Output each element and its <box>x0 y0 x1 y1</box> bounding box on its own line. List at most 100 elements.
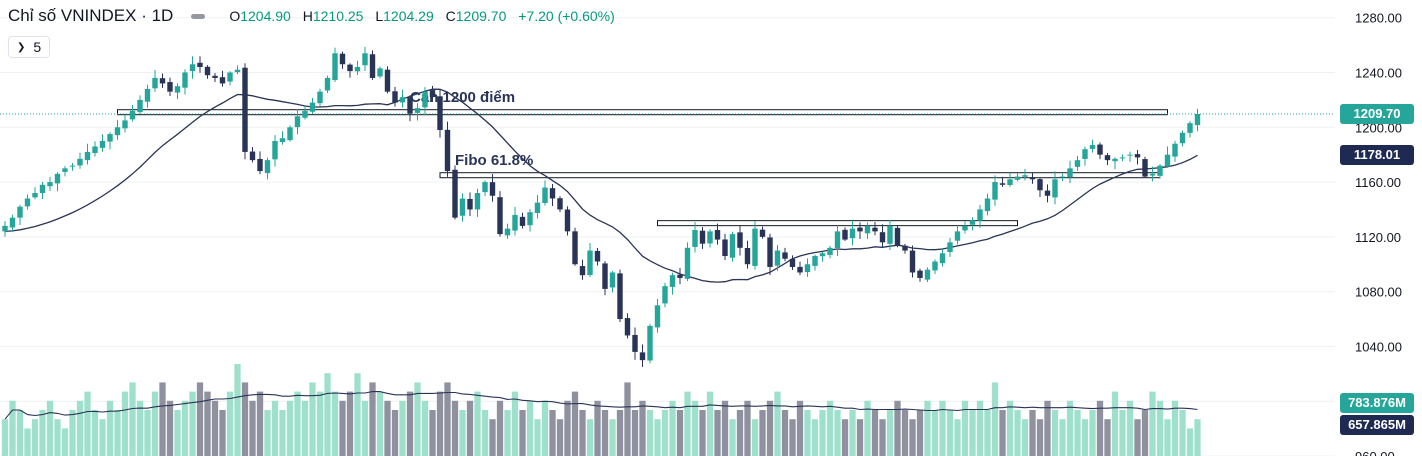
candle-body <box>384 69 391 92</box>
candle-body <box>1149 173 1156 176</box>
high-value: 1210.25 <box>312 8 364 24</box>
volume-bar <box>369 382 376 456</box>
candle-body <box>1172 143 1178 157</box>
volume-bar <box>129 382 136 456</box>
candle-body <box>669 275 676 287</box>
candle-body <box>1194 113 1201 126</box>
candle-body <box>204 66 211 76</box>
candle-body <box>9 217 16 228</box>
minimize-pill-icon[interactable] <box>191 13 206 19</box>
candle-body <box>609 272 616 288</box>
candle-body <box>1157 165 1163 176</box>
price-axis[interactable]: 960.001000.001040.001080.001120.001160.0… <box>1355 11 1402 456</box>
candle-body <box>519 216 526 226</box>
candle-body <box>804 264 811 273</box>
candle-body <box>1089 145 1096 149</box>
candle-body <box>707 231 713 244</box>
candle-body <box>197 62 203 68</box>
chevron-down-icon: ❯ <box>17 41 26 53</box>
volume-bar <box>279 410 286 456</box>
volume-bar <box>684 391 691 456</box>
candle-body <box>137 99 143 112</box>
volume-bar <box>541 400 549 456</box>
candle-body <box>377 68 383 77</box>
volume-bar <box>579 410 586 456</box>
candle-body <box>662 286 668 304</box>
volume-bars <box>1 364 1201 456</box>
candle-body <box>414 108 421 113</box>
volume-bar <box>969 410 976 456</box>
volume-bar <box>256 391 264 456</box>
candle-body <box>857 227 863 232</box>
volume-bar <box>1 419 9 456</box>
candle-body <box>1059 176 1066 178</box>
candle-body <box>1134 154 1141 158</box>
candle-body <box>527 212 533 226</box>
volume-bar <box>294 391 301 456</box>
volume-bar <box>301 400 309 456</box>
price-tick-label: 1240.00 <box>1355 65 1402 80</box>
candle-body <box>39 184 46 194</box>
volume-bar <box>1029 410 1036 456</box>
candle-body <box>557 198 563 210</box>
candle-body <box>782 252 788 259</box>
volume-bar <box>31 419 39 456</box>
candle-body <box>212 75 218 78</box>
candle-body <box>879 232 886 243</box>
volume-bar <box>631 410 639 456</box>
candle-body <box>399 97 406 103</box>
volume-bar <box>219 410 226 456</box>
price-tick-label: 1040.00 <box>1355 339 1402 354</box>
volume-bar <box>444 382 451 456</box>
candle-body <box>467 198 473 210</box>
change-value: +7.20 (+0.60%) <box>518 8 615 24</box>
volume-bar <box>984 410 991 456</box>
candle-body <box>939 253 946 264</box>
volume-bar <box>99 419 106 456</box>
volume-ma-tag: 657.865M <box>1340 415 1414 435</box>
candle-body <box>174 86 181 93</box>
candle-body <box>1127 154 1133 156</box>
candle-body <box>144 88 151 102</box>
candles <box>2 47 1201 367</box>
symbol-title[interactable]: Chỉ số VNINDEX · 1D <box>8 6 174 25</box>
volume-bar <box>789 419 796 456</box>
volume-bar <box>166 400 174 456</box>
candle-body <box>752 228 758 266</box>
candle-body <box>92 146 98 154</box>
candle-body <box>1112 158 1118 162</box>
volume-bar <box>706 391 714 456</box>
candle-body <box>677 274 683 278</box>
candle-body <box>317 91 323 104</box>
candle-body <box>849 228 856 239</box>
volume-bar <box>84 391 91 456</box>
volume-bar <box>819 410 826 456</box>
volume-bar <box>466 400 474 456</box>
level-label: Cản 1200 điểm <box>410 89 515 106</box>
volume-bar <box>496 400 504 456</box>
volume-bar <box>1096 400 1104 456</box>
volume-bar <box>1066 400 1074 456</box>
price-tick-label: 1280.00 <box>1355 11 1402 26</box>
candle-body <box>167 82 173 92</box>
volume-bar <box>1156 400 1164 456</box>
volume-bar <box>211 400 219 456</box>
level-box[interactable] <box>657 220 1018 227</box>
candle-body <box>339 53 346 65</box>
candle-body <box>534 202 541 213</box>
level-box[interactable] <box>117 109 1168 116</box>
volume-bar <box>571 391 579 456</box>
candle-body <box>759 229 766 237</box>
candle-body <box>47 182 53 187</box>
volume-bar <box>669 400 676 456</box>
candle-body <box>774 250 781 266</box>
candle-body <box>954 231 961 241</box>
volume-bar <box>699 410 706 456</box>
ma-length-button[interactable]: ❯ 5 <box>8 36 51 58</box>
candle-body <box>182 72 188 88</box>
candle-body <box>699 230 706 244</box>
volume-bar <box>901 410 909 456</box>
candle-body <box>744 248 751 265</box>
volume-bar <box>1186 428 1194 456</box>
